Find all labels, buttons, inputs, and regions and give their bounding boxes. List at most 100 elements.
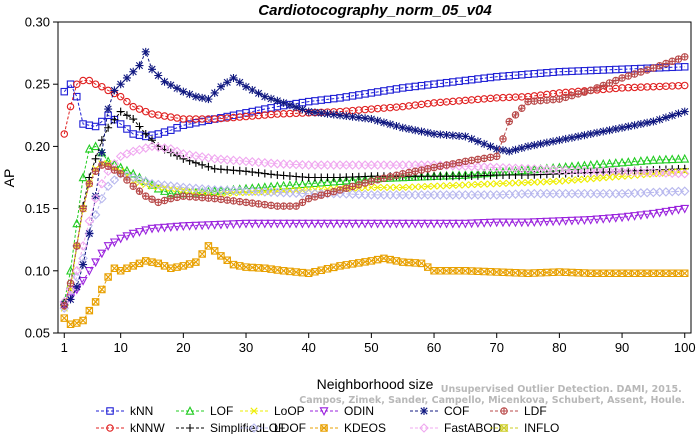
point-odin bbox=[128, 229, 138, 239]
point-ldof bbox=[397, 190, 408, 200]
point-fastabod bbox=[604, 166, 615, 177]
point-loop bbox=[599, 174, 607, 182]
point-cof bbox=[310, 108, 319, 117]
point-simplifiedlof bbox=[116, 107, 125, 116]
point-ldof bbox=[435, 190, 446, 200]
point-loop bbox=[405, 183, 413, 191]
point-ldof bbox=[109, 175, 120, 185]
legend-marker-ldof bbox=[249, 423, 259, 433]
point-cof bbox=[285, 101, 294, 110]
point-ldof bbox=[379, 190, 389, 200]
point-kdeos bbox=[141, 257, 150, 265]
point-kdeos bbox=[311, 268, 319, 276]
point-odin bbox=[285, 219, 295, 229]
point-cof bbox=[417, 127, 426, 136]
watermark-line-1: Unsupervised Outlier Detection. DAMI, 20… bbox=[441, 384, 682, 395]
point-loop bbox=[549, 177, 557, 186]
x-tick-label: 10 bbox=[113, 340, 127, 355]
point-simplifiedlof bbox=[91, 154, 100, 163]
point-ldof bbox=[159, 180, 170, 190]
point-fastabod bbox=[354, 160, 364, 170]
point-fastabod bbox=[498, 163, 508, 173]
point-lof bbox=[636, 156, 646, 165]
point-lof bbox=[667, 154, 677, 164]
series-line-fastabod bbox=[63, 145, 685, 303]
legend-marker-fastabod bbox=[419, 423, 429, 433]
series-cof bbox=[60, 47, 689, 309]
point-odin bbox=[623, 212, 633, 222]
point-ldf bbox=[499, 135, 507, 143]
point-odin bbox=[216, 220, 226, 230]
point-fastabod bbox=[391, 160, 402, 170]
series-ldf bbox=[60, 53, 689, 310]
point-kdeos bbox=[160, 262, 169, 270]
point-odin bbox=[579, 216, 589, 226]
point-ldf bbox=[436, 162, 445, 170]
point-odin bbox=[260, 219, 270, 229]
point-loop bbox=[511, 179, 520, 187]
point-simplifiedlof bbox=[248, 168, 257, 177]
point-ldof bbox=[222, 185, 232, 196]
point-odin bbox=[109, 238, 119, 248]
point-ldof bbox=[372, 190, 383, 200]
point-cof bbox=[630, 121, 639, 130]
point-lof bbox=[72, 218, 82, 228]
point-ldof bbox=[460, 190, 471, 200]
point-odin bbox=[636, 211, 646, 221]
point-ldf bbox=[79, 204, 87, 213]
point-fastabod bbox=[366, 160, 377, 170]
point-lof bbox=[579, 160, 589, 170]
legend-item-cof: COF bbox=[410, 404, 469, 418]
point-loop bbox=[612, 173, 620, 181]
point-kdeos bbox=[336, 262, 344, 270]
legend-marker-loop bbox=[250, 407, 258, 415]
point-loop bbox=[399, 183, 407, 192]
point-odin bbox=[655, 208, 665, 218]
point-odin bbox=[348, 219, 358, 229]
point-fastabod bbox=[84, 216, 95, 226]
point-ldof bbox=[473, 190, 483, 200]
point-fastabod bbox=[253, 157, 264, 168]
point-lof bbox=[91, 141, 101, 151]
point-fastabod bbox=[667, 168, 677, 179]
point-knnw bbox=[91, 80, 100, 88]
point-ldf bbox=[467, 156, 476, 165]
point-ldf bbox=[455, 158, 463, 167]
point-cof bbox=[436, 130, 445, 139]
point-lof bbox=[254, 182, 264, 192]
point-kdeos bbox=[198, 250, 206, 258]
point-fastabod bbox=[517, 163, 527, 174]
point-fastabod bbox=[322, 160, 333, 170]
point-knnw bbox=[60, 130, 69, 138]
point-lof bbox=[673, 154, 683, 163]
point-odin bbox=[492, 218, 502, 228]
point-loop bbox=[374, 183, 382, 192]
point-simplifiedlof bbox=[97, 136, 106, 145]
point-ldf bbox=[618, 74, 626, 82]
point-ldf bbox=[424, 165, 432, 173]
point-fastabod bbox=[153, 142, 164, 153]
point-odin bbox=[511, 218, 521, 228]
point-kdeos bbox=[461, 267, 470, 275]
point-ldof bbox=[178, 182, 189, 193]
point-simplifiedlof bbox=[260, 169, 269, 178]
point-ldf bbox=[668, 57, 676, 65]
point-cof bbox=[329, 110, 338, 119]
point-loop bbox=[486, 180, 495, 188]
point-ldf bbox=[461, 157, 470, 165]
point-fastabod bbox=[523, 164, 533, 174]
point-fastabod bbox=[297, 160, 308, 170]
point-lof bbox=[642, 155, 652, 165]
point-cof bbox=[298, 105, 307, 114]
legend-item-inflo: INFLO bbox=[490, 421, 559, 434]
point-ldf bbox=[449, 160, 457, 168]
point-cof bbox=[367, 115, 376, 124]
point-cof bbox=[66, 295, 75, 304]
point-kdeos bbox=[455, 267, 463, 275]
legend-marker-simplifiedlof bbox=[186, 424, 194, 432]
point-cof bbox=[273, 96, 282, 105]
point-odin bbox=[360, 219, 370, 229]
point-odin bbox=[473, 219, 483, 229]
point-cof bbox=[292, 103, 301, 112]
point-cof bbox=[110, 86, 119, 95]
